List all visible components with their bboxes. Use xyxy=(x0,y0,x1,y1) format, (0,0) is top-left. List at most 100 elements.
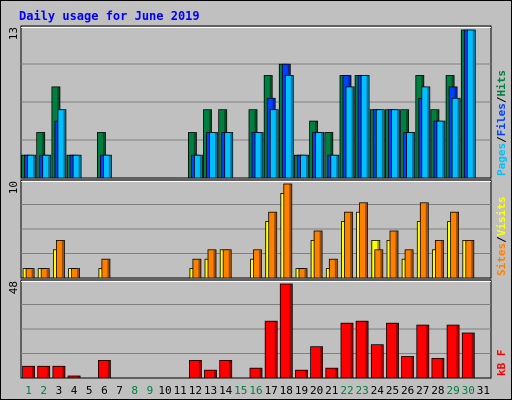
bar-kb-f-day-4 xyxy=(67,375,81,379)
x-tick-label-day-22: 22 xyxy=(340,384,353,397)
bar-shade xyxy=(412,133,415,178)
bar-shade xyxy=(215,133,217,178)
y-max-label: 48 xyxy=(7,281,20,294)
x-tick-label-day-9: 9 xyxy=(147,384,154,397)
bar-sites-day-13 xyxy=(207,249,217,279)
legend-item-kb-f: kB F xyxy=(495,350,508,377)
bar-kb-f-day-24 xyxy=(370,344,384,379)
x-tick-label-day-4: 4 xyxy=(71,384,78,397)
bar-shade xyxy=(351,87,354,178)
bar-kb-f-day-3 xyxy=(52,365,66,379)
bar-pages-day-13 xyxy=(209,132,218,179)
x-tick-label-day-23: 23 xyxy=(355,384,368,397)
bar-pages-day-19 xyxy=(300,154,309,179)
bar-shade xyxy=(320,347,323,378)
bar-pages-day-24 xyxy=(375,109,385,179)
bar-sites-day-2 xyxy=(40,268,50,279)
bar-kb-f-day-20 xyxy=(310,346,324,379)
x-tick-label-day-28: 28 xyxy=(431,384,444,397)
bar-pages-day-29 xyxy=(451,97,461,179)
bar-shade xyxy=(365,203,368,278)
bar-pages-day-6 xyxy=(103,154,112,179)
bar-pages-day-1 xyxy=(27,154,37,179)
x-tick-label-day-19: 19 xyxy=(295,384,308,397)
x-tick-label-day-10: 10 xyxy=(158,384,171,397)
x-tick-label-day-21: 21 xyxy=(325,384,338,397)
bar-shade xyxy=(381,110,384,178)
x-tick-label-day-16: 16 xyxy=(249,384,262,397)
bar-pages-day-16 xyxy=(254,132,264,179)
bar-kb-f-day-18 xyxy=(279,283,293,379)
bar-sites-day-22 xyxy=(344,211,353,279)
bar-kb-f-day-25 xyxy=(386,322,399,379)
panel-kbytes: 48 kB F xyxy=(7,279,508,379)
bar-shade xyxy=(395,231,398,278)
bar-pages-day-4 xyxy=(72,154,82,179)
bar-shade xyxy=(198,259,201,278)
panel-visits: 10 Sites/Visits xyxy=(7,179,508,279)
bar-shade xyxy=(61,241,64,278)
bar-pages-day-22 xyxy=(345,86,355,179)
bar-shade xyxy=(334,259,337,278)
bar-shade xyxy=(456,212,459,278)
bar-pages-day-20 xyxy=(315,132,325,179)
bar-kb-f-day-1 xyxy=(22,365,36,379)
bar-shade xyxy=(107,259,110,278)
x-tick-label-day-17: 17 xyxy=(265,384,278,397)
y-max-label: 10 xyxy=(7,181,20,194)
bar-sites-day-6 xyxy=(101,258,111,279)
bar-pages-day-21 xyxy=(330,154,340,179)
bar-shade xyxy=(62,366,65,378)
panel-hits: 13 Pages/Files/Hits xyxy=(7,25,508,179)
x-tick-label-day-26: 26 xyxy=(401,384,414,397)
bar-shade xyxy=(46,269,49,278)
bar-shade xyxy=(397,110,399,178)
bar-shade xyxy=(305,370,307,378)
bar-shade xyxy=(274,212,277,278)
bar-shade xyxy=(108,155,111,178)
bar-shade xyxy=(472,30,475,178)
x-tick-label-day-6: 6 xyxy=(101,384,108,397)
bar-shade xyxy=(427,87,430,178)
bar-shade xyxy=(274,321,277,378)
bar-sites-day-3 xyxy=(56,239,65,279)
bar-pages-day-17 xyxy=(269,109,279,179)
bar-sites-day-23 xyxy=(359,202,369,279)
bar-shade xyxy=(33,155,36,178)
bar-sites-day-29 xyxy=(450,211,460,279)
bar-shade xyxy=(77,269,80,278)
bar-shade xyxy=(335,368,338,378)
bar-sites-day-16 xyxy=(253,249,262,279)
bar-shade xyxy=(426,325,429,378)
bar-shade xyxy=(304,269,307,278)
bar-shade xyxy=(425,203,428,278)
x-axis-labels: 1 2 3 4 5 6 7 8 9 10 11 12 13 14 15 16 17 18 19 20 21 22 23 24 2… xyxy=(25,384,490,397)
legend-visits: Sites/Visits xyxy=(495,197,508,277)
bar-shade xyxy=(77,376,80,378)
bar-sites-day-24 xyxy=(374,249,384,279)
bar-sites-day-18 xyxy=(283,183,293,279)
bar-kb-f-day-17 xyxy=(264,320,278,379)
y-max-label: 13 xyxy=(7,27,20,40)
legend-separator: / xyxy=(495,96,508,103)
bar-kb-f-day-26 xyxy=(401,356,415,379)
legend-item-visits: Visits xyxy=(495,197,508,237)
bar-shade xyxy=(441,359,444,378)
bar-shade xyxy=(456,325,459,378)
bar-pages-day-14 xyxy=(224,132,234,179)
x-tick-label-day-1: 1 xyxy=(25,384,32,397)
bar-shade xyxy=(319,231,322,278)
bar-shade xyxy=(290,76,293,178)
bar-pages-day-12 xyxy=(193,154,203,179)
x-tick-label-day-13: 13 xyxy=(204,384,217,397)
x-tick-label-day-3: 3 xyxy=(56,384,63,397)
x-tick-label-day-11: 11 xyxy=(174,384,187,397)
x-tick-label-day-27: 27 xyxy=(416,384,429,397)
bar-sites-day-14 xyxy=(222,249,232,279)
legend-hits: Pages/Files/Hits xyxy=(495,70,508,176)
x-tick-label-day-31: 31 xyxy=(477,384,490,397)
bar-pages-day-23 xyxy=(360,75,370,179)
bar-shade xyxy=(440,241,443,278)
